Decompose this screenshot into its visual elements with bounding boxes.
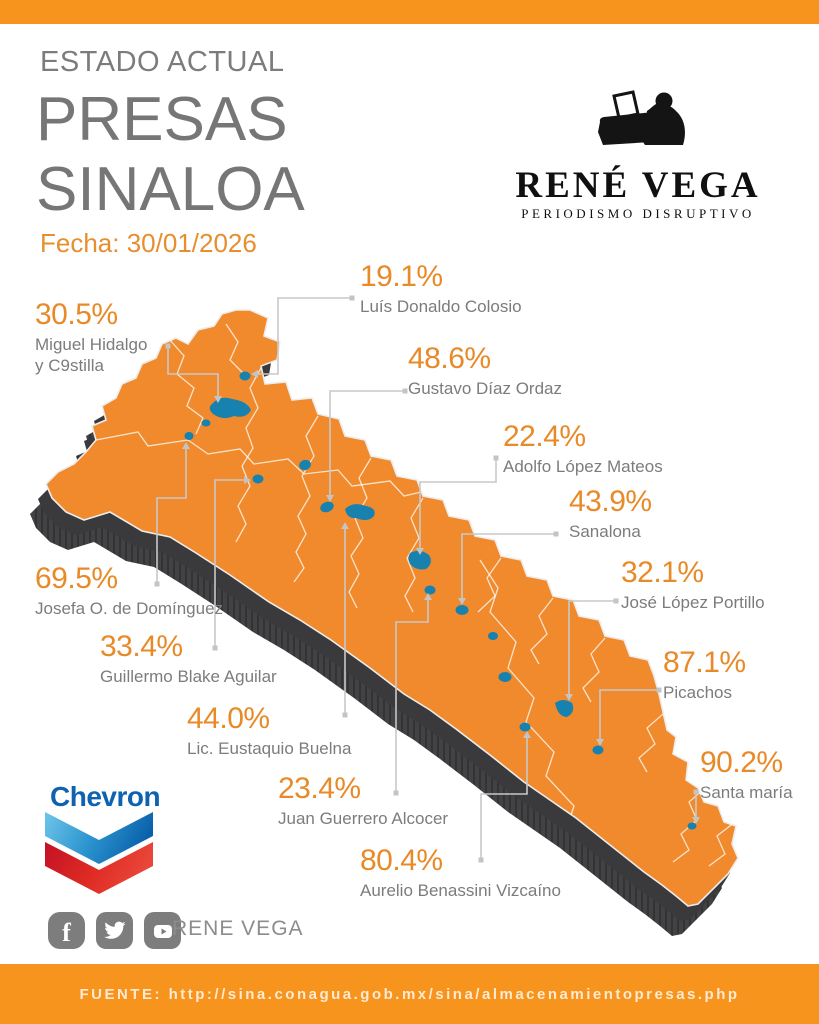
dam-name: Adolfo López Mateos — [503, 457, 663, 476]
sponsor-wordmark: Chevron — [50, 781, 161, 812]
dam-name: Guillermo Blake Aguilar — [100, 667, 277, 686]
dam-name: Josefa O. de Domínguez — [35, 599, 224, 618]
connector-ends — [154, 295, 700, 863]
dam-value: 32.1% — [621, 556, 704, 589]
dam-label-guillermo-blake: 33.4% Guillermo Blake Aguilar — [100, 632, 277, 688]
dam-value: 90.2% — [700, 746, 783, 779]
dam-value: 19.1% — [360, 260, 443, 293]
chevron-logo-icon — [45, 812, 153, 894]
dam-label-gustavo-diaz-ordaz: 48.6% Gustavo Díaz Ordaz — [408, 344, 562, 400]
social-handle: RENE VEGA — [172, 917, 304, 940]
source-link[interactable]: FUENTE: http://sina.conagua.gob.mx/sina/… — [79, 985, 740, 1003]
brand-tagline: PERIODISMO DISRUPTIVO — [521, 206, 755, 221]
dam-label-juan-guerrero-alcocer: 23.4% Juan Guerrero Alcocer — [278, 774, 448, 830]
brand-name: RENÉ VEGA — [515, 165, 761, 206]
dam-label-adolfo-lopez-mateos: 22.4% Adolfo López Mateos — [503, 422, 663, 478]
dam-value: 87.1% — [663, 646, 746, 679]
page-title-line1: PRESAS — [36, 85, 288, 154]
footer-bar: FUENTE: http://sina.conagua.gob.mx/sina/… — [0, 964, 819, 1024]
reservoir-lakes — [184, 371, 697, 830]
social-links: f — [48, 912, 181, 949]
facebook-icon[interactable]: f — [48, 912, 85, 949]
dam-value: 80.4% — [360, 844, 443, 877]
page-title-line2: SINALOA — [36, 155, 305, 224]
dam-label-picachos: 87.1% Picachos — [663, 648, 746, 704]
dam-label-santa-maria: 90.2% Santa maría — [700, 748, 793, 804]
dam-name: José López Portillo — [621, 593, 765, 612]
dam-name: Santa maría — [700, 783, 793, 802]
dam-label-eustaquio-buelna: 44.0% Lic. Eustaquio Buelna — [187, 704, 351, 760]
dam-name: Miguel Hidalgo y C9stilla — [35, 335, 148, 375]
dam-name: Sanalona — [569, 522, 641, 541]
dam-value: 69.5% — [35, 562, 118, 595]
dam-value: 43.9% — [569, 485, 652, 518]
dam-name: Lic. Eustaquio Buelna — [187, 739, 352, 758]
dam-label-luis-donaldo-colosio: 19.1% Luís Donaldo Colosio — [360, 262, 522, 318]
dam-value: 44.0% — [187, 702, 270, 735]
youtube-icon[interactable] — [144, 912, 181, 949]
journalist-typewriter-icon — [598, 90, 685, 145]
municipal-boundaries — [95, 323, 736, 879]
dam-label-sanalona: 43.9% Sanalona — [569, 487, 652, 543]
dam-label-miguel-hidalgo: 30.5% Miguel Hidalgo y C9stilla — [35, 300, 160, 376]
date-label: Fecha: 30/01/2026 — [40, 228, 257, 258]
top-accent-bar — [0, 0, 819, 24]
dam-name: Luís Donaldo Colosio — [360, 297, 522, 316]
twitter-icon[interactable] — [96, 912, 133, 949]
dam-value: 33.4% — [100, 630, 183, 663]
dam-value: 23.4% — [278, 772, 361, 805]
dam-value: 48.6% — [408, 342, 491, 375]
dam-label-jose-lopez-portillo: 32.1% José López Portillo — [621, 558, 765, 614]
dam-name: Aurelio Benassini Vizcaíno — [360, 881, 561, 900]
dam-name: Picachos — [663, 683, 732, 702]
dam-label-aurelio-benassini: 80.4% Aurelio Benassini Vizcaíno — [360, 846, 561, 902]
kicker-text: ESTADO ACTUAL — [40, 46, 285, 78]
dam-name: Gustavo Díaz Ordaz — [408, 379, 563, 398]
dam-label-josefa-dominguez: 69.5% Josefa O. de Domínguez — [35, 564, 223, 620]
dam-name: Juan Guerrero Alcocer — [278, 809, 449, 828]
dam-value: 30.5% — [35, 298, 118, 331]
connector-lines — [156, 297, 697, 860]
dam-value: 22.4% — [503, 420, 586, 453]
